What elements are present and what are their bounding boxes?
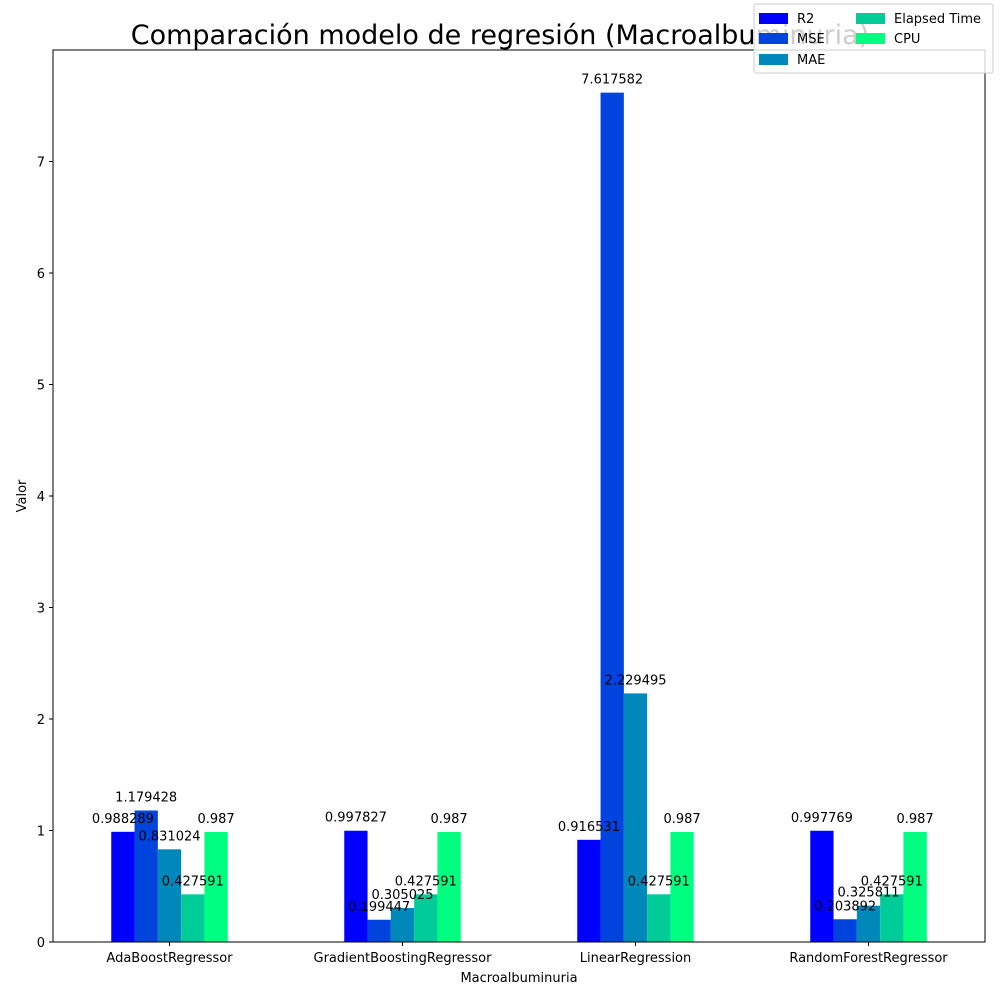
bar [367, 919, 391, 942]
bar-value-label: 7.617582 [581, 73, 643, 88]
legend-label: MAE [797, 53, 825, 68]
legend-label: Elapsed Time [894, 12, 981, 27]
legend-swatch [856, 33, 885, 44]
bar-value-label: 0.987 [197, 812, 234, 827]
legend-swatch [759, 13, 788, 24]
bar [181, 894, 205, 942]
bars-layer [111, 92, 927, 942]
bar-value-label: 1.179428 [115, 790, 177, 805]
legend-swatch [759, 33, 788, 44]
chart-title: Comparación modelo de regresión (Macroal… [131, 20, 869, 51]
bar [344, 830, 368, 942]
bar [577, 839, 601, 942]
legend-swatch [759, 54, 788, 65]
y-tick-label: 5 [37, 379, 45, 394]
bar [833, 919, 857, 942]
bar [390, 907, 415, 942]
bar [437, 831, 461, 942]
bar [647, 894, 671, 942]
y-axis: 0 1 2 3 4 5 6 7 [37, 156, 53, 951]
bar [600, 92, 624, 942]
y-tick-label: 4 [37, 490, 45, 505]
bar-value-label: 0.305025 [371, 888, 433, 903]
bar-value-label: 0.325811 [837, 886, 899, 901]
bar [134, 810, 158, 942]
bar-value-label: 0.997827 [325, 811, 387, 826]
bar-value-label: 0.427591 [628, 874, 690, 889]
bar-value-label: 0.427591 [861, 874, 923, 889]
bar-value-label: 0.427591 [395, 874, 457, 889]
bar [111, 831, 135, 942]
bar-value-label: 0.987 [430, 812, 467, 827]
bar-labels-layer: 0.988289 1.179428 0.831024 0.427591 0.987 0.9… [92, 73, 934, 915]
bar [204, 831, 228, 942]
y-axis-label: Valor [15, 479, 30, 512]
bar-value-label: 0.988289 [92, 812, 154, 827]
y-tick-label: 0 [37, 936, 45, 951]
bar-value-label: 0.997769 [791, 811, 853, 826]
legend-label: R2 [797, 12, 814, 27]
legend-label: CPU [894, 32, 920, 47]
bar [157, 849, 182, 942]
bar [623, 693, 648, 942]
x-axis-label: Macroalbuminuria [460, 971, 577, 986]
x-tick-label: GradientBoostingRegressor [314, 951, 493, 966]
y-tick-label: 6 [37, 267, 45, 282]
bar [414, 894, 438, 942]
legend-swatch [856, 13, 885, 24]
bar [880, 894, 904, 942]
bar [810, 830, 834, 942]
bar-value-label: 0.427591 [162, 874, 224, 889]
bar-value-label: 0.916531 [558, 820, 620, 835]
x-tick-label: LinearRegression [580, 951, 692, 966]
bar-value-label: 0.199447 [348, 900, 410, 915]
bar-value-label: 0.203892 [814, 899, 876, 914]
bar [670, 831, 694, 942]
bar-value-label: 0.987 [663, 812, 700, 827]
bar-value-label: 2.229495 [604, 673, 666, 688]
bar [903, 831, 927, 942]
y-tick-label: 1 [37, 825, 45, 840]
y-tick-label: 7 [37, 156, 45, 171]
legend: R2 MSE MAE Elapsed Time CPU [753, 3, 994, 74]
x-tick-label: AdaBoostRegressor [106, 951, 233, 966]
legend-label: MSE [797, 32, 825, 47]
x-tick-label: RandomForestRegressor [789, 951, 948, 966]
y-tick-label: 2 [37, 713, 45, 728]
bar [856, 905, 881, 942]
y-tick-label: 3 [37, 602, 45, 617]
x-axis: AdaBoostRegressor GradientBoostingRegress… [106, 942, 948, 966]
bar-value-label: 0.987 [896, 812, 933, 827]
bar-value-label: 0.831024 [138, 829, 200, 844]
